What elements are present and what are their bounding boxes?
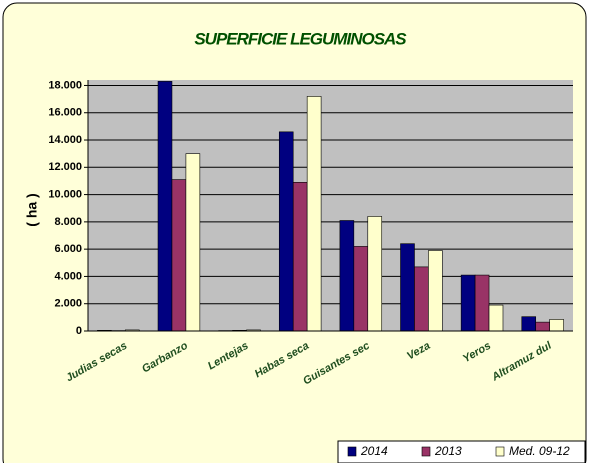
y-axis-label: ( ha ) (24, 193, 40, 226)
y-tick-label: 14.000 (48, 134, 82, 146)
bar (185, 153, 201, 332)
y-tick-label: 8.000 (54, 216, 82, 228)
y-tick-label: 6.000 (54, 243, 82, 255)
bar (460, 274, 476, 332)
bar (488, 304, 504, 332)
y-tick-label: 0 (76, 325, 82, 337)
legend-label: Med. 09-12 (509, 444, 570, 458)
legend-label: 2013 (434, 444, 462, 458)
bar (292, 182, 308, 332)
legend-swatch (347, 446, 357, 457)
bar (521, 316, 537, 332)
bar (414, 266, 429, 332)
bar (339, 220, 355, 332)
legend-swatch (421, 446, 431, 457)
y-tick-label: 10.000 (48, 188, 82, 200)
y-tick-label: 2.000 (54, 298, 82, 310)
y-tick-label: 12.000 (48, 161, 82, 173)
chart-title: SUPERFICIE LEGUMINOSAS (194, 29, 407, 48)
bar (306, 96, 322, 332)
bar (549, 319, 564, 332)
bar (535, 321, 550, 332)
y-tick-label: 4.000 (54, 270, 82, 282)
bar (400, 243, 415, 332)
legend-swatch (495, 446, 505, 457)
bar (171, 179, 187, 332)
bar (428, 250, 443, 332)
legend-box (337, 440, 586, 463)
bar (278, 131, 294, 332)
y-tick-label: 16.000 (48, 107, 82, 119)
bar (474, 274, 490, 332)
bar (353, 246, 369, 332)
legend-label: 2014 (360, 444, 388, 458)
y-tick-label: 18.000 (48, 79, 82, 91)
bar (157, 81, 173, 332)
bar (367, 216, 383, 332)
